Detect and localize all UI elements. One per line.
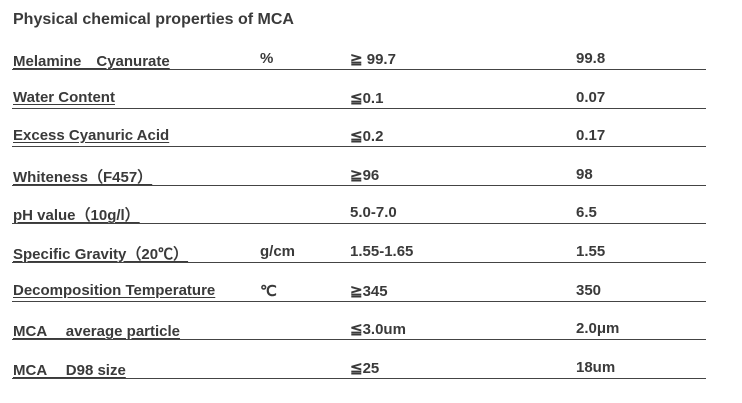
property-name: Specific Gravity（20℃） [13, 246, 189, 263]
property-spec: 5.0-7.0 [350, 204, 397, 222]
property-unit: g/cm [260, 243, 296, 260]
property-value: 6.5 [576, 204, 597, 222]
property-name: MCA average particle [13, 323, 181, 341]
property-value: 1.55 [576, 243, 606, 260]
property-name: pH value（10g/l） [13, 207, 140, 225]
property-row: MCA D98 size ≦25 18um [12, 358, 706, 379]
property-value: 350 [576, 281, 602, 299]
property-value: 18um [576, 358, 616, 376]
property-name: Whiteness（F457） [13, 168, 153, 186]
property-name: Decomposition Temperature [13, 281, 216, 299]
property-unit: % [260, 50, 274, 67]
property-value: 99.8 [576, 50, 606, 67]
property-value: 0.07 [576, 88, 606, 106]
property-row: Melamine Cyanurate% ≧ 99.7 99.8 [12, 49, 706, 70]
property-value: 2.0μm [576, 320, 620, 338]
property-value: 0.17 [576, 127, 606, 145]
property-spec: 1.55-1.65 [350, 243, 414, 260]
property-spec: ≦25 [350, 359, 380, 377]
property-name: Water Content [13, 88, 115, 106]
property-row: Whiteness（F457） ≧96 98 [12, 165, 706, 186]
property-name: MCA D98 size [13, 361, 126, 379]
title: Physical chemical properties of MCA [13, 11, 294, 28]
property-row: MCA average particle ≦3.0um 2.0μm [12, 319, 706, 341]
property-row: Specific Gravity（20℃） g/cm 1.55-1.65 1.55 [12, 242, 706, 263]
property-spec: ≧96 [350, 166, 380, 184]
property-row: Excess Cyanuric Acid ≦0.2 0.17 [12, 126, 706, 148]
property-spec: ≦3.0um [350, 321, 406, 339]
property-spec: ≧345 [350, 282, 388, 300]
property-name: Excess Cyanuric Acid [13, 127, 170, 145]
property-row: Decomposition Temperature ℃ ≧345 350 [12, 281, 706, 302]
property-row: Water Content ≦0.1 0.07 [12, 88, 706, 109]
property-unit: ℃ [260, 282, 277, 300]
property-spec: ≧ 99.7 [350, 51, 396, 68]
property-row: pH value（10g/l） 5.0-7.0 6.5 [12, 203, 706, 225]
property-value: 98 [576, 165, 593, 183]
property-spec: ≦0.2 [350, 128, 384, 146]
property-spec: ≦0.1 [350, 89, 384, 107]
property-name: Melamine Cyanurate [13, 53, 170, 70]
